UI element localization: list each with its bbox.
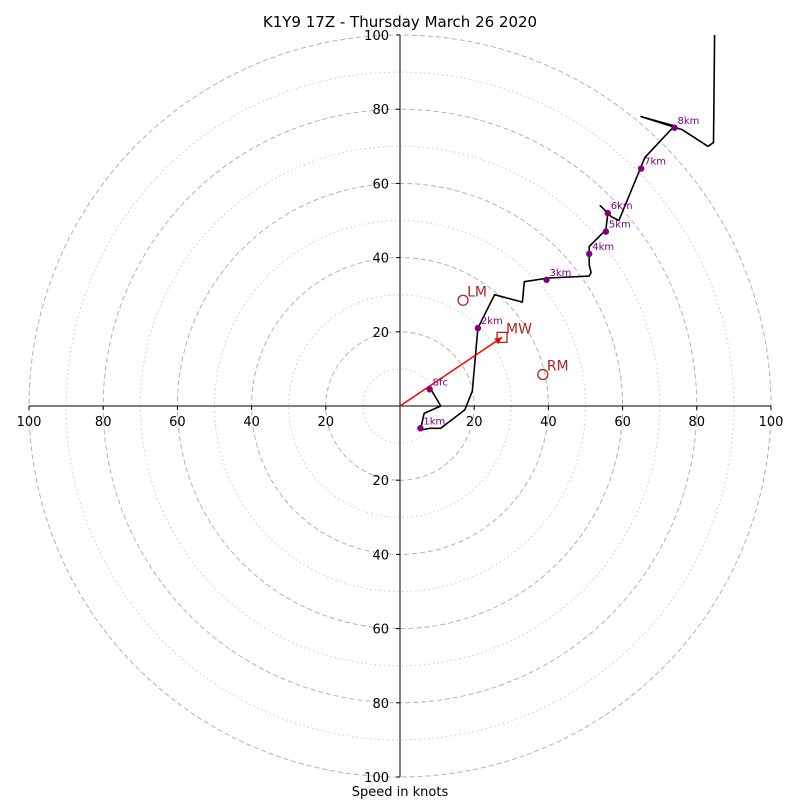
storm-label-MW: MW [506, 321, 532, 337]
y-tick-label: 40 [372, 548, 389, 563]
height-label-6km: 6km [611, 201, 633, 212]
height-marker-8km [671, 124, 678, 131]
chart-title: K1Y9 17Z - Thursday March 26 2020 [263, 13, 537, 31]
height-marker-Sfc [426, 386, 433, 393]
height-label-7km: 7km [644, 157, 666, 168]
x-tick-label: 60 [169, 415, 186, 430]
y-tick-label: 60 [372, 177, 389, 192]
height-marker-3km [543, 276, 550, 284]
x-tick-label: 80 [95, 415, 112, 430]
storm-label-LM: LM [467, 284, 487, 300]
mean-wind-arrow-group [399, 336, 503, 407]
x-tick-label: 100 [17, 415, 42, 430]
height-label-4km: 4km [592, 242, 614, 253]
y-tick-label: 20 [372, 326, 389, 341]
storm-marker-MW [496, 331, 508, 344]
height-marker-5km [602, 228, 610, 235]
height-marker-6km [604, 209, 611, 217]
x-axis-label: Speed in knots [352, 785, 449, 800]
x-tick-label: 60 [614, 415, 631, 430]
height-marker-2km [474, 324, 482, 332]
x-tick-label: 100 [759, 415, 784, 430]
y-tick-label: 100 [364, 771, 389, 786]
height-marker-7km [637, 165, 645, 172]
height-label-8km: 8km [678, 116, 700, 127]
y-tick-label: 100 [364, 29, 389, 44]
y-tick-label: 40 [372, 252, 389, 267]
x-tick-label: 40 [540, 415, 557, 430]
height-marker-4km [586, 250, 593, 258]
height-marker-1km [417, 425, 424, 432]
height-label-2km: 2km [481, 316, 503, 327]
y-tick-label: 60 [372, 623, 389, 638]
mean-wind-arrow [399, 336, 503, 407]
storm-motion-markers: LM MW RM [457, 284, 569, 381]
storm-label-RM: RM [547, 358, 569, 374]
height-label-5km: 5km [609, 220, 631, 231]
axis-ticks: 100 80 60 40 20 20 40 60 80 100 100 80 60 40 20 20 40 60 8… [17, 29, 784, 786]
x-tick-label: 40 [243, 415, 260, 430]
y-tick-label: 80 [372, 103, 389, 118]
height-markers: Sfc 1km 2km 3km 4km 5km 6km 7km 8km [417, 116, 699, 432]
y-tick-label: 20 [372, 474, 389, 489]
x-tick-label: 20 [318, 415, 335, 430]
y-tick-label: 80 [372, 697, 389, 712]
mean-wind-arrowhead [494, 337, 502, 345]
storm-marker-LM [457, 294, 469, 306]
x-tick-label: 20 [466, 415, 483, 430]
x-tick-label: 80 [689, 415, 706, 430]
height-label-Sfc: Sfc [433, 377, 448, 388]
storm-marker-RM [537, 368, 549, 381]
height-label-1km: 1km [423, 416, 445, 427]
height-label-3km: 3km [550, 268, 572, 279]
